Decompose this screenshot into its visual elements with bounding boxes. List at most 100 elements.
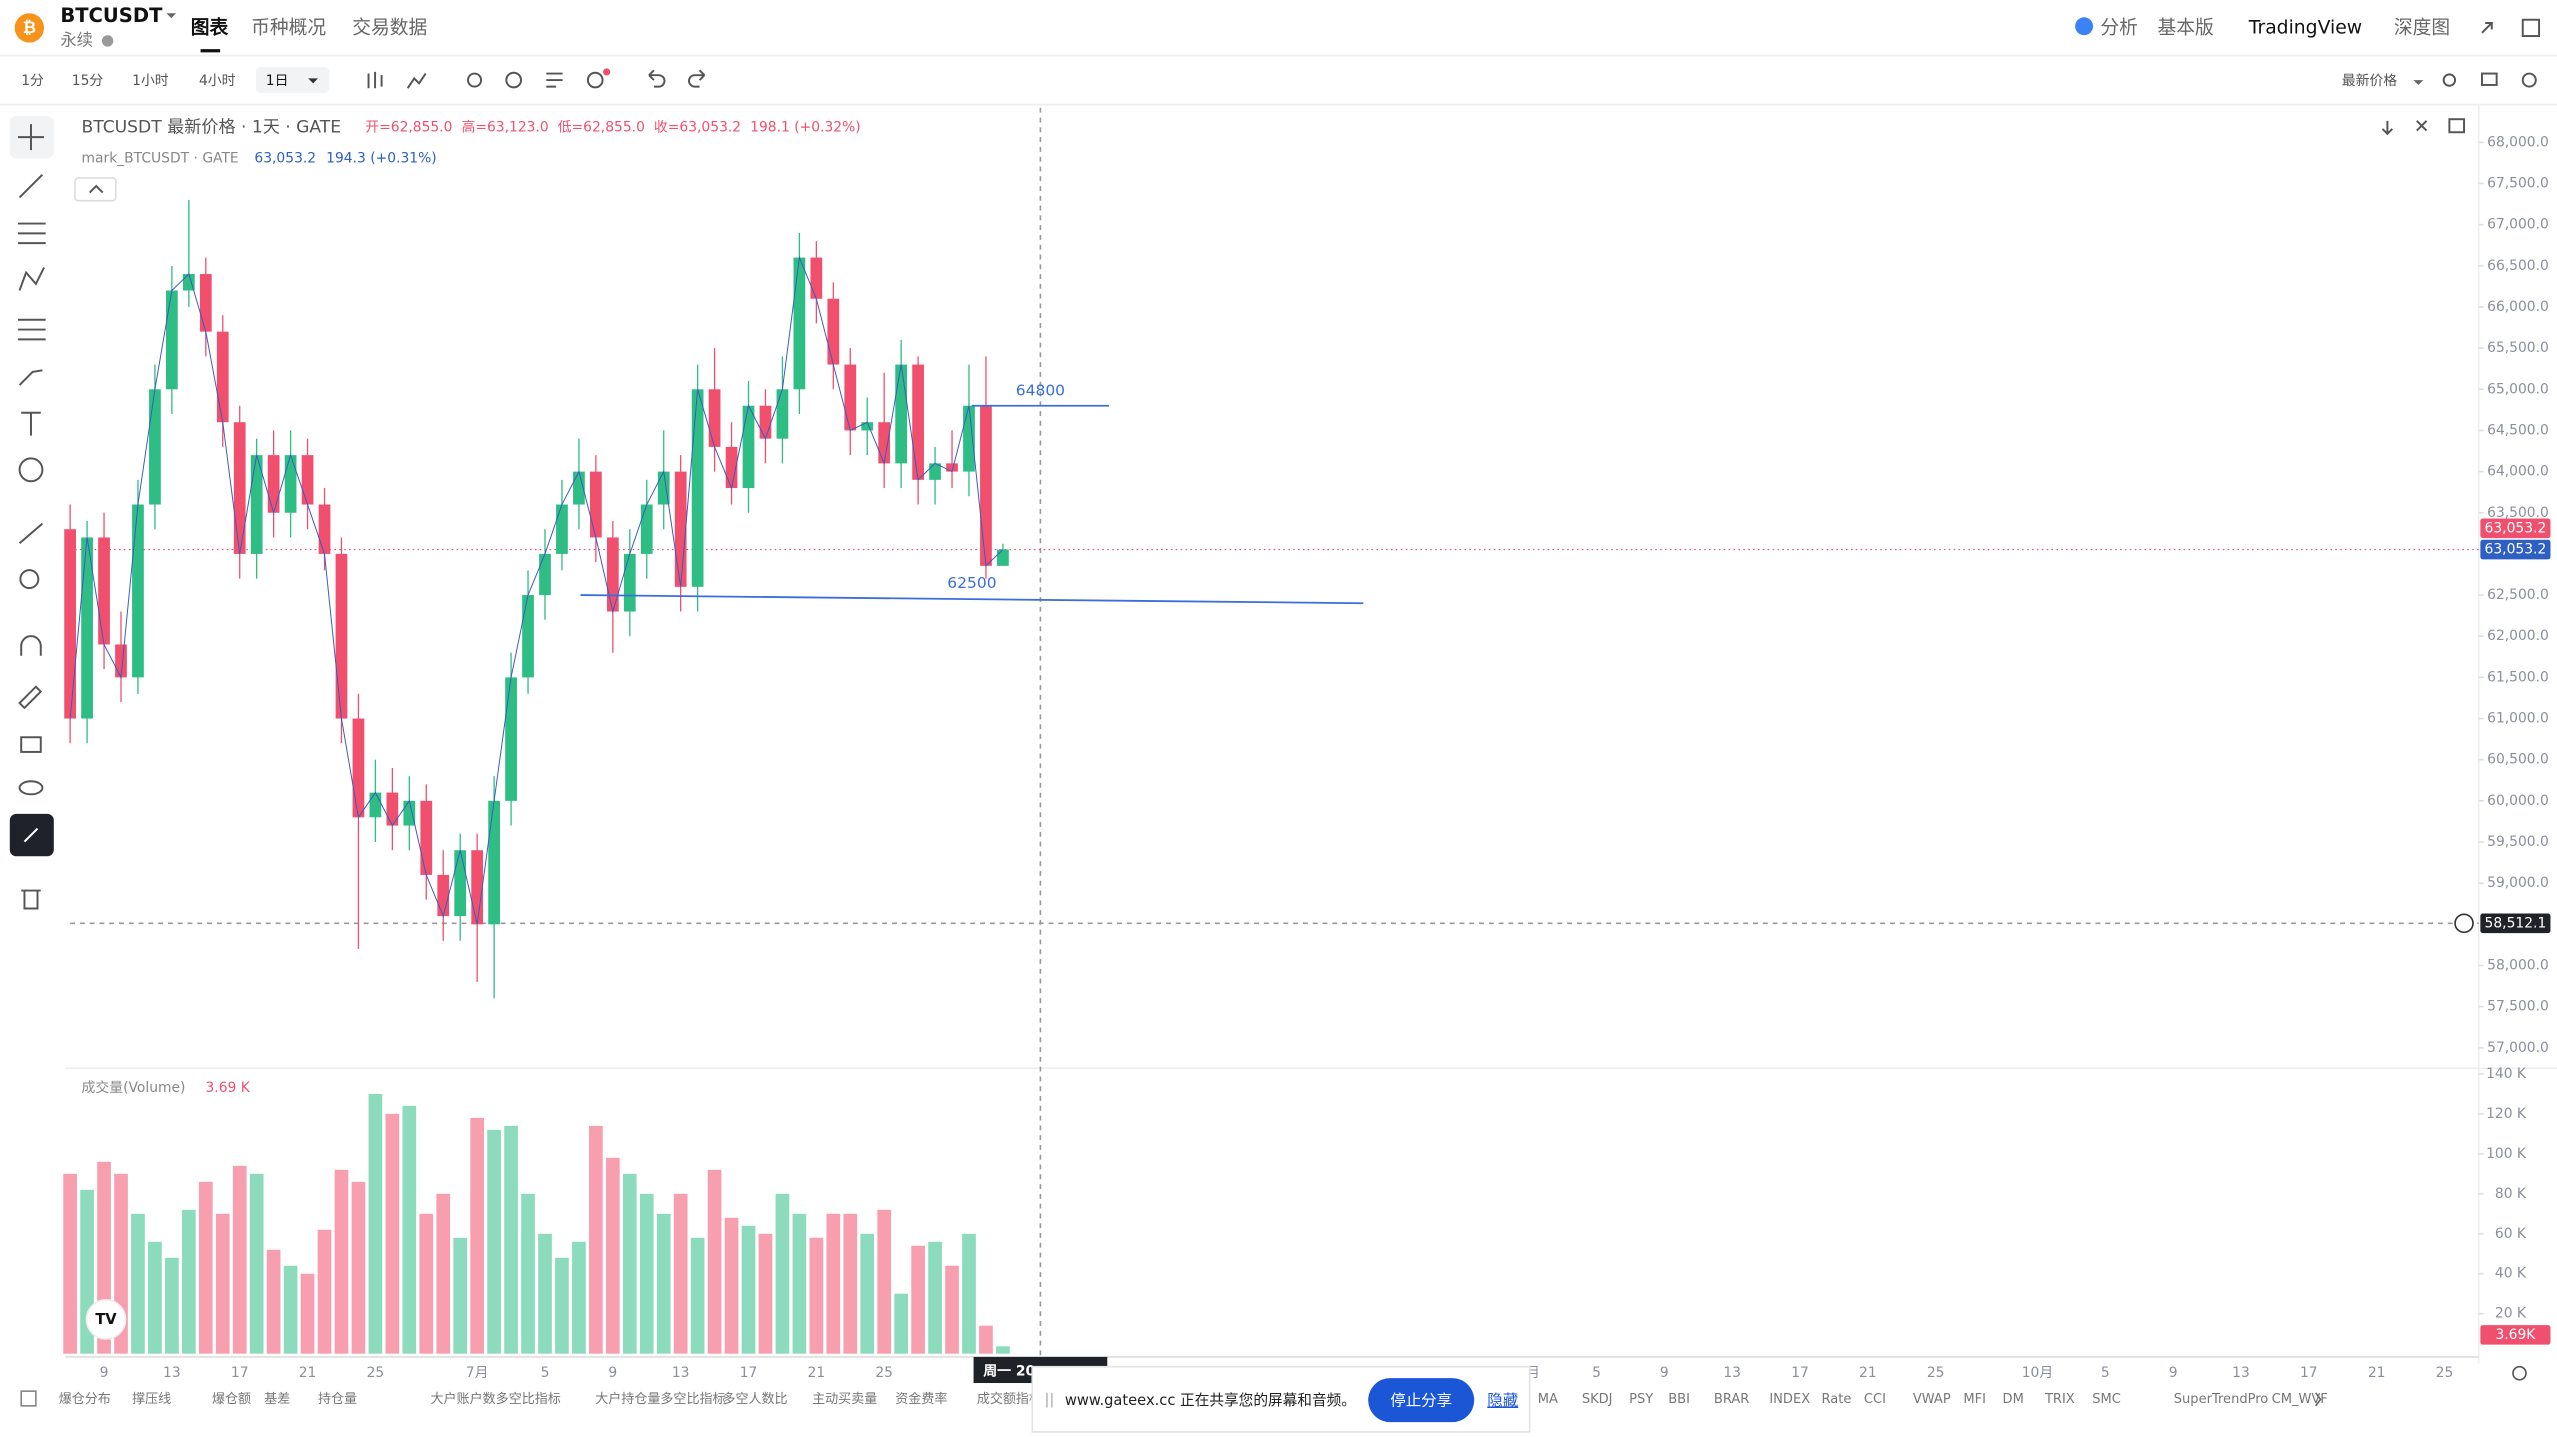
interval[interactable]: 4小时 bbox=[199, 73, 236, 89]
indicator-tab[interactable]: 资金费率 bbox=[895, 1391, 947, 1407]
y-tick-label: 59,000.0 bbox=[2487, 875, 2549, 891]
lock-tool[interactable] bbox=[20, 736, 42, 753]
fullscreen-icon[interactable] bbox=[2481, 22, 2493, 34]
indicator-tab[interactable]: 大户持仓量多空比指标 bbox=[595, 1391, 725, 1407]
y-tick-label: 66,500.0 bbox=[2487, 258, 2549, 274]
indicator-tab[interactable]: BRAR bbox=[1714, 1392, 1749, 1407]
indicator-tab[interactable]: VWAP bbox=[1913, 1392, 1951, 1407]
candle-body bbox=[895, 364, 908, 464]
template-icon[interactable] bbox=[546, 72, 563, 88]
indicator-tab[interactable]: MA bbox=[1538, 1392, 1558, 1407]
maximize-pane[interactable] bbox=[2448, 118, 2466, 134]
indicator-tab[interactable]: 持仓量 bbox=[318, 1392, 357, 1407]
price-caret[interactable] bbox=[2413, 80, 2424, 85]
indicator-tab[interactable]: 主动买卖量 bbox=[812, 1392, 877, 1407]
interval[interactable]: 1小时 bbox=[132, 73, 169, 89]
indicator-tab[interactable]: 爆仓分布 bbox=[59, 1392, 111, 1407]
interval[interactable]: 15分 bbox=[72, 73, 104, 89]
collapse-icon[interactable] bbox=[88, 184, 104, 194]
emoji-tool[interactable] bbox=[18, 457, 44, 483]
candle-type-icon[interactable] bbox=[367, 71, 383, 89]
indicator-tab[interactable]: 基差 bbox=[264, 1392, 290, 1407]
pattern-tool[interactable] bbox=[18, 267, 45, 291]
volume-bar bbox=[894, 1293, 908, 1354]
settings-icon[interactable] bbox=[2521, 72, 2537, 88]
window-icon[interactable] bbox=[2521, 18, 2541, 38]
indicator-tab[interactable]: TRIX bbox=[2044, 1392, 2075, 1407]
search-icon[interactable] bbox=[2442, 73, 2457, 87]
indicator-icon[interactable] bbox=[406, 72, 427, 89]
candle-body bbox=[861, 422, 874, 431]
indicator-tab[interactable]: 大户账户数多空比指标 bbox=[431, 1391, 561, 1407]
magnet-tool[interactable] bbox=[20, 635, 42, 656]
collapse-button[interactable] bbox=[74, 177, 117, 202]
indicator-tab[interactable]: Rate bbox=[1822, 1392, 1852, 1407]
indicator-tab[interactable]: PSY bbox=[1629, 1392, 1653, 1407]
indicator-tab[interactable]: SuperTrendPro bbox=[2174, 1392, 2269, 1407]
candle-body bbox=[369, 792, 382, 818]
header-link[interactable]: 分析 bbox=[2100, 16, 2138, 38]
interval-caret[interactable] bbox=[308, 78, 318, 84]
bottom-icon[interactable] bbox=[20, 1390, 37, 1407]
redo-icon[interactable] bbox=[688, 69, 706, 88]
tab[interactable]: 币种概况 bbox=[251, 16, 326, 38]
settings-bottom[interactable] bbox=[2512, 1365, 2527, 1381]
interval[interactable]: 1分 bbox=[21, 73, 44, 89]
y-tick-label: 60,500.0 bbox=[2487, 752, 2549, 768]
indicator-tab[interactable]: 爆仓额 bbox=[212, 1392, 251, 1407]
y-tick-label: 61,500.0 bbox=[2487, 669, 2549, 685]
link-tool[interactable] bbox=[23, 827, 39, 843]
info-icon[interactable] bbox=[101, 35, 114, 47]
trendline-tool[interactable] bbox=[18, 173, 44, 199]
indicator-tab[interactable]: 多空人数比 bbox=[722, 1391, 787, 1407]
indicator-tab[interactable]: CCI bbox=[1864, 1392, 1886, 1407]
header-link[interactable]: 深度图 bbox=[2394, 16, 2450, 38]
header-link[interactable]: 基本版 bbox=[2157, 16, 2214, 38]
indicator-tab[interactable]: BBI bbox=[1668, 1392, 1690, 1407]
tab[interactable]: 交易数据 bbox=[352, 16, 427, 38]
replay-icon[interactable] bbox=[505, 71, 522, 89]
indicator-tab[interactable]: DM bbox=[2003, 1392, 2024, 1407]
indicator-tab[interactable]: MFI bbox=[1963, 1392, 1986, 1407]
delete-tool[interactable] bbox=[21, 889, 41, 910]
undo-icon[interactable] bbox=[648, 69, 666, 88]
price-source[interactable]: 最新价格 bbox=[2342, 73, 2398, 89]
alert-icon[interactable] bbox=[467, 72, 483, 88]
hide-tool[interactable] bbox=[18, 780, 44, 796]
indicator-tab[interactable]: 成交额指标 bbox=[977, 1391, 1042, 1407]
indicator-tab[interactable]: 撑压线 bbox=[132, 1392, 171, 1407]
coin-logo bbox=[14, 13, 45, 43]
header-link[interactable]: TradingView bbox=[2248, 17, 2362, 38]
tv-logo bbox=[85, 1299, 127, 1340]
indicator-tab[interactable]: SMC bbox=[2092, 1392, 2121, 1407]
volume-bar bbox=[249, 1173, 264, 1354]
projection-tool[interactable] bbox=[17, 318, 46, 341]
add-alert[interactable] bbox=[2454, 913, 2474, 934]
add-icon[interactable] bbox=[586, 71, 604, 89]
volume-bar bbox=[436, 1193, 451, 1354]
move-down[interactable] bbox=[2381, 120, 2393, 136]
stop-share-label[interactable]: 停止分享 bbox=[1390, 1391, 1452, 1409]
tab[interactable]: 图表 bbox=[191, 15, 229, 38]
candle-body bbox=[166, 290, 178, 390]
indicator-tab[interactable]: INDEX bbox=[1769, 1392, 1810, 1407]
volume-bar bbox=[215, 1213, 230, 1354]
interval[interactable]: 1日 bbox=[266, 73, 289, 89]
brush-tool[interactable] bbox=[18, 369, 43, 386]
fib-tool[interactable] bbox=[17, 222, 46, 245]
ruler-tool[interactable] bbox=[18, 522, 44, 544]
volume-bar bbox=[860, 1233, 875, 1354]
zoom-tool[interactable] bbox=[19, 569, 40, 590]
crosshair-tool[interactable] bbox=[17, 124, 45, 151]
text-tool[interactable] bbox=[21, 411, 41, 436]
symbol-caret[interactable] bbox=[166, 13, 177, 19]
indicator-tab[interactable]: SKDJ bbox=[1582, 1392, 1613, 1407]
draw-mode-tool[interactable] bbox=[18, 685, 43, 710]
scroll-right[interactable] bbox=[2314, 1392, 2322, 1407]
camera-icon[interactable] bbox=[2481, 72, 2498, 86]
close-pane[interactable] bbox=[2416, 120, 2428, 132]
indicator-tab[interactable]: CM_WVF bbox=[2272, 1392, 2328, 1407]
symbol[interactable]: BTCUSDT bbox=[60, 4, 163, 27]
stop-share-button[interactable] bbox=[1368, 1378, 1475, 1423]
hide-link[interactable]: 隐藏 bbox=[1487, 1391, 1518, 1409]
